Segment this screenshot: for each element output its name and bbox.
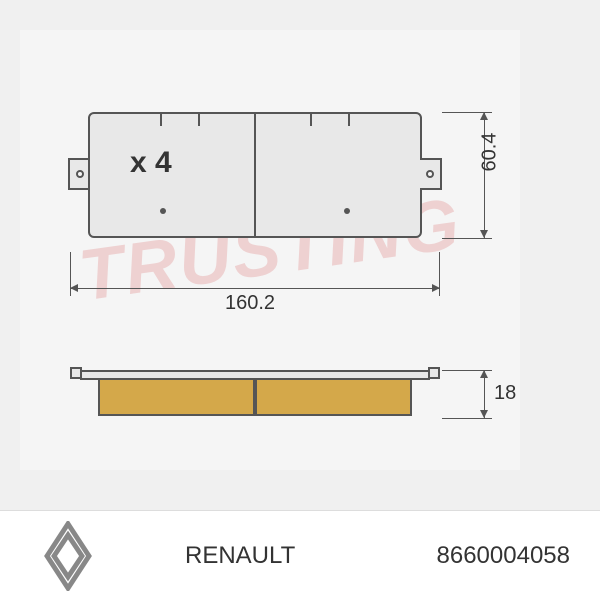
backing-plate	[80, 370, 430, 380]
top-notch-left	[160, 112, 200, 126]
center-divider	[254, 114, 256, 236]
part-number: 8660004058	[437, 542, 570, 570]
mounting-ear-right	[420, 158, 442, 190]
height-dimension-line	[484, 112, 485, 238]
friction-material	[98, 380, 412, 416]
rivet-dot	[344, 208, 350, 214]
technical-drawing-area: TRUSTING x 4 160.2 60.4	[20, 30, 520, 470]
extension-line	[442, 418, 492, 419]
brake-pad-side-view	[70, 370, 440, 425]
top-notch-right	[310, 112, 350, 126]
width-dimension-value: 160.2	[225, 292, 275, 315]
arrow-left-icon	[70, 284, 78, 292]
thickness-dimension-value: 18	[494, 382, 516, 405]
end-clip-right	[428, 367, 440, 379]
extension-line	[442, 238, 492, 239]
diagram-canvas: TRUSTING x 4 160.2 60.4	[0, 0, 600, 600]
brake-pad-body: x 4	[88, 112, 422, 238]
center-slot	[253, 380, 257, 414]
arrow-down-icon	[480, 410, 488, 418]
arrow-right-icon	[432, 284, 440, 292]
rivet-dot	[160, 208, 166, 214]
mounting-ear-left	[68, 158, 90, 190]
renault-logo-icon	[30, 518, 105, 593]
brand-name: RENAULT	[185, 542, 295, 570]
quantity-label: x 4	[130, 146, 172, 180]
product-footer: RENAULT 8660004058	[0, 510, 600, 600]
end-clip-left	[70, 367, 82, 379]
arrow-up-icon	[480, 112, 488, 120]
arrow-up-icon	[480, 370, 488, 378]
brake-pad-front-view: x 4	[70, 100, 440, 250]
arrow-down-icon	[480, 230, 488, 238]
height-dimension-value: 60.4	[479, 133, 502, 172]
width-dimension-line	[70, 288, 440, 289]
